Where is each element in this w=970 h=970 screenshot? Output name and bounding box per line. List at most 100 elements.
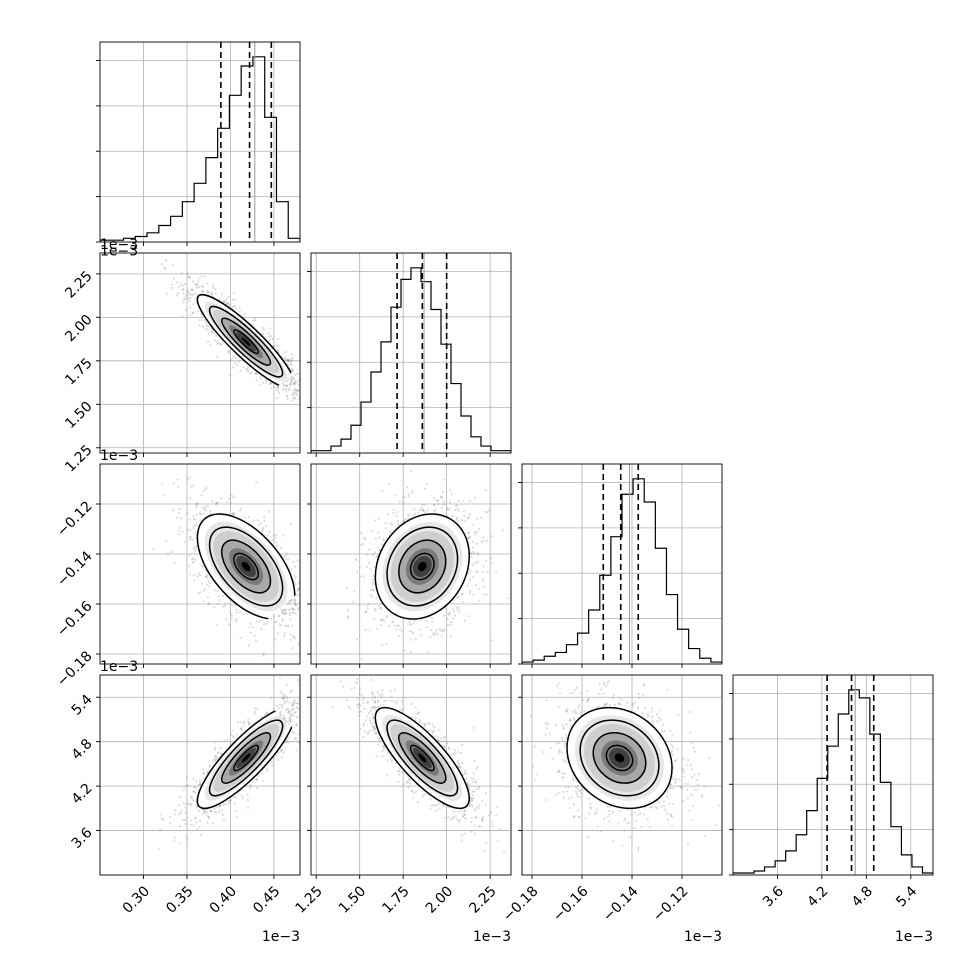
sample-point (273, 620, 276, 624)
sample-point (188, 476, 191, 479)
sample-point (468, 579, 472, 582)
sample-point (238, 360, 241, 363)
sample-point (288, 601, 291, 604)
sample-point (277, 707, 280, 710)
sample-point (196, 280, 200, 283)
sample-point (478, 587, 481, 591)
sample-point (298, 379, 300, 382)
sample-point (419, 628, 422, 631)
sample-point (272, 615, 276, 618)
sample-point (211, 291, 214, 294)
sample-point (437, 502, 440, 506)
sample-point (217, 751, 220, 754)
sample-point (140, 247, 142, 249)
sample-point (292, 608, 295, 611)
sample-point (288, 701, 291, 704)
sample-point (262, 623, 265, 626)
sample-point (389, 522, 392, 525)
sample-point (262, 328, 266, 331)
contour-line (220, 539, 272, 594)
sample-point (211, 330, 214, 333)
sample-point (222, 605, 225, 609)
sample-point (308, 398, 310, 400)
sample-point (312, 391, 314, 393)
sample-point (231, 306, 234, 309)
sample-point (286, 708, 290, 711)
sample-point (289, 638, 293, 641)
sample-point (238, 306, 241, 309)
sample-point (289, 383, 292, 387)
sample-point (291, 611, 294, 614)
sample-point (160, 483, 163, 486)
sample-point (460, 518, 463, 522)
sample-point (477, 551, 480, 555)
sample-point (414, 637, 417, 641)
sample-point (295, 381, 298, 384)
sample-point (189, 497, 192, 500)
sample-point (261, 529, 264, 533)
sample-point (368, 629, 371, 632)
sample-point (398, 500, 401, 503)
sample-point (436, 633, 439, 636)
sample-point (215, 623, 218, 626)
sample-point (199, 573, 202, 577)
contour-line (233, 329, 260, 355)
sample-point (270, 381, 273, 384)
sample-point (192, 561, 195, 564)
sample-point (448, 613, 451, 616)
sample-point (289, 382, 293, 385)
sample-point (304, 600, 306, 602)
sample-point (206, 504, 209, 508)
sample-point (192, 574, 196, 577)
sample-point (206, 291, 209, 294)
sample-point (442, 614, 446, 617)
sample-point (194, 545, 197, 548)
sample-point (288, 716, 291, 719)
sample-point (347, 615, 350, 618)
sample-point (273, 345, 276, 348)
sample-point (287, 710, 291, 713)
sample-point (292, 703, 295, 706)
sample-point (260, 715, 264, 719)
sample-point (469, 551, 472, 554)
sample-point (193, 546, 196, 549)
sample-point (252, 324, 255, 327)
sample-point (254, 373, 258, 376)
sample-point (296, 372, 299, 375)
sample-point (300, 706, 302, 708)
sample-point (439, 495, 443, 498)
sample-point (312, 397, 314, 399)
sample-point (286, 699, 289, 703)
sample-point (206, 282, 209, 285)
sample-point (188, 565, 191, 568)
sample-point (303, 602, 305, 604)
sample-point (186, 838, 189, 841)
sample-point (213, 741, 216, 744)
sample-point (305, 404, 307, 406)
sample-point (366, 607, 369, 611)
sample-point (275, 704, 279, 708)
sample-point (261, 528, 265, 531)
sample-point (317, 615, 319, 617)
sample-point (366, 553, 369, 556)
sample-point (271, 764, 274, 767)
sample-point (361, 543, 365, 546)
sample-point (206, 596, 210, 599)
sample-point (483, 585, 486, 588)
sample-point (302, 370, 304, 372)
sample-point (440, 635, 443, 638)
sample-point (471, 523, 475, 526)
sample-point (255, 620, 259, 623)
sample-point (189, 296, 192, 299)
sample-point (423, 503, 426, 506)
sample-point (200, 284, 203, 288)
sample-point (377, 517, 380, 520)
sample-point (324, 667, 326, 669)
sample-point (295, 393, 298, 397)
sample-point (346, 616, 349, 620)
sample-point (208, 510, 212, 513)
sample-point (304, 691, 306, 693)
sample-point (404, 649, 407, 652)
sample-point (364, 538, 367, 541)
